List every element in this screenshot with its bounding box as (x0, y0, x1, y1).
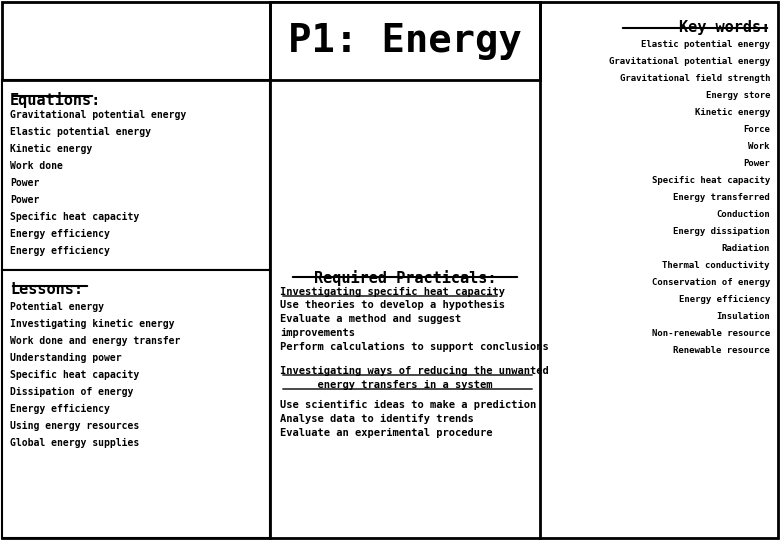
Text: Lessons:: Lessons: (10, 282, 83, 297)
Text: Non-renewable resource: Non-renewable resource (652, 329, 770, 338)
Text: Force: Force (743, 125, 770, 134)
Text: improvements: improvements (280, 328, 355, 338)
Text: Power: Power (743, 159, 770, 168)
Text: Conservation of energy: Conservation of energy (652, 278, 770, 287)
Text: Key words:: Key words: (679, 20, 770, 35)
Text: Using energy resources: Using energy resources (10, 421, 140, 431)
Text: Radiation: Radiation (722, 244, 770, 253)
Text: Work done and energy transfer: Work done and energy transfer (10, 336, 180, 346)
Text: Equations:: Equations: (10, 92, 101, 108)
Text: Insulation: Insulation (716, 312, 770, 321)
Text: Work done: Work done (10, 161, 63, 171)
Text: Gravitational field strength: Gravitational field strength (619, 74, 770, 83)
Text: Power: Power (10, 195, 39, 205)
Bar (270, 2, 540, 80)
Text: Analyse data to identify trends: Analyse data to identify trends (280, 414, 473, 424)
Text: Energy efficiency: Energy efficiency (679, 295, 770, 304)
Text: Thermal conductivity: Thermal conductivity (662, 261, 770, 270)
Text: Conduction: Conduction (716, 210, 770, 219)
Text: Renewable resource: Renewable resource (673, 346, 770, 355)
Text: Kinetic energy: Kinetic energy (695, 108, 770, 117)
Text: Specific heat capacity: Specific heat capacity (10, 212, 140, 222)
Text: Understanding power: Understanding power (10, 353, 122, 363)
Text: Energy transferred: Energy transferred (673, 193, 770, 202)
Text: Gravitational potential energy: Gravitational potential energy (10, 110, 186, 120)
Text: Energy efficiency: Energy efficiency (10, 246, 110, 256)
Text: Potential energy: Potential energy (10, 302, 104, 312)
Bar (2, 80, 270, 270)
Text: Dissipation of energy: Dissipation of energy (10, 387, 133, 397)
Text: Required Practicals:: Required Practicals: (314, 270, 496, 286)
Text: Use theories to develop a hypothesis: Use theories to develop a hypothesis (280, 300, 505, 310)
Text: Evaluate an experimental procedure: Evaluate an experimental procedure (280, 428, 492, 438)
Text: Energy efficiency: Energy efficiency (10, 229, 110, 239)
Text: Use scientific ideas to make a prediction: Use scientific ideas to make a predictio… (280, 400, 537, 410)
Text: Specific heat capacity: Specific heat capacity (652, 176, 770, 185)
Text: Energy efficiency: Energy efficiency (10, 404, 110, 414)
Text: Specific heat capacity: Specific heat capacity (10, 370, 140, 380)
Text: Energy store: Energy store (705, 91, 770, 100)
Text: Evaluate a method and suggest: Evaluate a method and suggest (280, 314, 461, 324)
Text: Gravitational potential energy: Gravitational potential energy (608, 57, 770, 66)
Bar (2, 270, 270, 538)
Text: Perform calculations to support conclusions: Perform calculations to support conclusi… (280, 342, 549, 352)
Text: Investigating kinetic energy: Investigating kinetic energy (10, 319, 175, 329)
Text: Investigating specific heat capacity: Investigating specific heat capacity (280, 287, 505, 297)
Text: Global energy supplies: Global energy supplies (10, 438, 140, 448)
Text: Work: Work (749, 142, 770, 151)
Text: P1: Energy: P1: Energy (288, 22, 522, 60)
Text: Elastic potential energy: Elastic potential energy (641, 40, 770, 49)
Text: Power: Power (10, 178, 39, 188)
Text: Elastic potential energy: Elastic potential energy (10, 127, 151, 137)
Text: Energy dissipation: Energy dissipation (673, 227, 770, 236)
Text: energy transfers in a system: energy transfers in a system (280, 380, 492, 390)
Text: Investigating ways of reducing the unwanted: Investigating ways of reducing the unwan… (280, 366, 549, 376)
Text: Kinetic energy: Kinetic energy (10, 144, 92, 154)
